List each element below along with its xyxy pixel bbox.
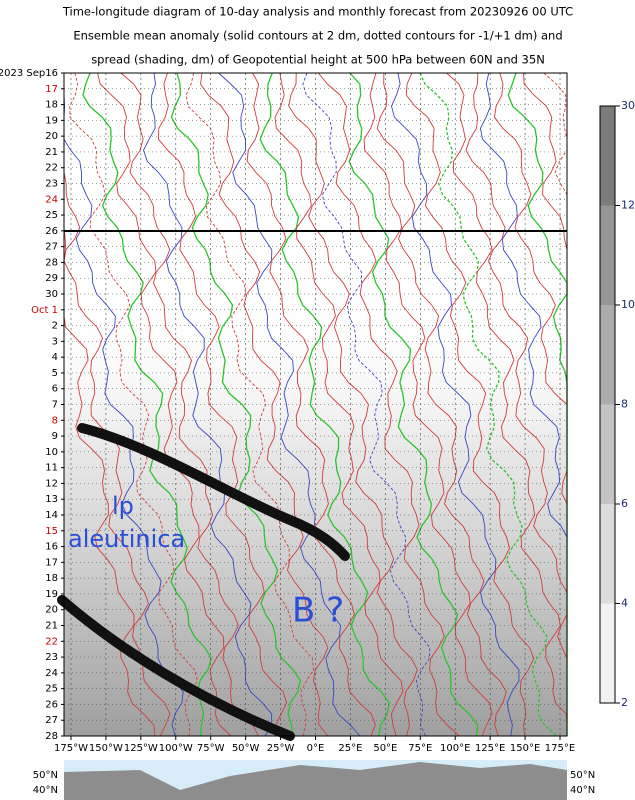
y-tick-label: 23 — [45, 179, 58, 190]
contour — [63, 73, 171, 737]
contour — [391, 72, 520, 737]
colorbar-label: 30 — [621, 99, 635, 112]
y-tick-label: 29 — [45, 273, 58, 284]
x-tick-label: 75°E — [408, 743, 432, 754]
y-tick-label: 17 — [45, 84, 58, 95]
colorbar-label: 2 — [621, 696, 628, 709]
colorbar-band — [600, 603, 615, 703]
x-tick-label: 0°E — [307, 743, 325, 754]
y-tick-label: 24 — [45, 668, 58, 679]
y-tick-label: 21 — [45, 147, 58, 158]
y-tick-label: 22 — [45, 163, 58, 174]
y-tick-label: 26 — [45, 699, 58, 710]
y-tick-label: 14 — [45, 510, 58, 521]
y-tick-label: 7 — [52, 400, 58, 411]
chart-title: Ensemble mean anomaly (solid contours at… — [73, 29, 562, 43]
y-tick-label: 17 — [45, 557, 58, 568]
x-tick-label: 150°W — [89, 743, 123, 754]
colorbar-band — [600, 504, 615, 604]
y-tick-label: 25 — [45, 684, 58, 695]
y-tick-label: 20 — [45, 131, 58, 142]
y-tick-label: 10 — [45, 447, 58, 458]
x-tick-label: 50°W — [232, 743, 260, 754]
colorbar-label: 10 — [621, 298, 635, 311]
map-lat-label: 50°N — [570, 770, 595, 781]
y-tick-label: 3 — [52, 336, 58, 347]
contour — [465, 72, 568, 736]
y-tick-label: 24 — [45, 194, 58, 205]
x-tick-label: 75°W — [197, 743, 225, 754]
y-tick-label: 26 — [45, 226, 58, 237]
y-tick-label: 18 — [45, 100, 58, 111]
map-lat-label: 40°N — [33, 785, 58, 796]
y-tick-label: 30 — [45, 289, 58, 300]
y-tick-label: 22 — [45, 636, 58, 647]
y-tick-label: 8 — [52, 415, 58, 426]
y-tick-label: 2023 Sep16 — [0, 68, 58, 79]
y-tick-label: Oct 1 — [31, 305, 58, 316]
y-tick-label: 19 — [45, 115, 58, 126]
annotation: lp — [112, 492, 134, 520]
y-tick-label: 16 — [45, 542, 58, 553]
y-tick-label: 18 — [45, 573, 58, 584]
annotation: B ? — [292, 591, 344, 631]
y-tick-label: 9 — [52, 431, 58, 442]
y-tick-label: 28 — [45, 257, 58, 268]
y-tick-label: 20 — [45, 605, 58, 616]
y-tick-label: 23 — [45, 652, 58, 663]
colorbar-band — [600, 305, 615, 405]
contour — [259, 72, 390, 737]
colorbar-band — [600, 404, 615, 504]
y-tick-label: 2 — [52, 321, 58, 332]
x-tick-label: 100°E — [440, 743, 470, 754]
x-tick-label: 150°E — [510, 743, 540, 754]
colorbar-label: 6 — [621, 497, 628, 510]
x-tick-label: 125°W — [124, 743, 158, 754]
y-tick-label: 27 — [45, 715, 58, 726]
contour — [419, 72, 558, 737]
y-tick-label: 12 — [45, 478, 58, 489]
y-tick-label: 28 — [45, 731, 58, 742]
map-lat-label: 50°N — [33, 770, 58, 781]
y-tick-label: 21 — [45, 621, 58, 632]
contour — [158, 72, 288, 737]
contour — [363, 72, 493, 737]
drawn-stroke — [77, 423, 350, 561]
contour — [185, 72, 314, 737]
y-tick-label: 4 — [52, 352, 58, 363]
y-tick-label: 19 — [45, 589, 58, 600]
drawn-stroke — [57, 595, 295, 741]
colorbar-band — [600, 106, 615, 206]
colorbar-label: 12 — [621, 199, 635, 212]
y-tick-label: 15 — [45, 526, 58, 537]
map-land — [64, 762, 567, 800]
x-tick-label: 175°W — [54, 743, 88, 754]
y-tick-label: 5 — [52, 368, 58, 379]
colorbar-label: 8 — [621, 398, 628, 411]
colorbar-band — [600, 205, 615, 305]
contour — [302, 72, 431, 737]
y-tick-label: 11 — [45, 463, 58, 474]
y-tick-label: 6 — [52, 384, 58, 395]
annotation: aleutinica — [68, 525, 185, 553]
colorbar-label: 4 — [621, 597, 628, 610]
x-tick-label: 50°E — [373, 743, 397, 754]
x-tick-label: 175°E — [545, 743, 575, 754]
y-tick-label: 27 — [45, 242, 58, 253]
chart-title: Time-longitude diagram of 10-day analysi… — [62, 5, 573, 19]
y-tick-label: 13 — [45, 494, 58, 505]
x-tick-label: 25°W — [267, 743, 295, 754]
chart-title: spread (shading, dm) of Geopotential hei… — [91, 53, 545, 67]
x-tick-label: 125°E — [475, 743, 505, 754]
x-tick-label: 100°W — [159, 743, 193, 754]
map-lat-label: 40°N — [570, 785, 595, 796]
x-tick-label: 25°E — [338, 743, 362, 754]
y-tick-label: 25 — [45, 210, 58, 221]
